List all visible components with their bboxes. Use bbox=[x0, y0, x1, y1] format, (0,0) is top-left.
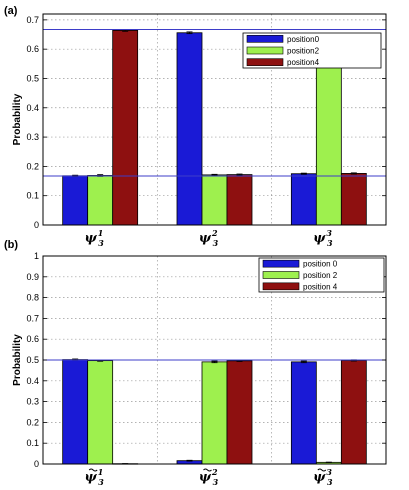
legend-entry: position4 bbox=[287, 58, 320, 67]
bar-a-position2-cat1 bbox=[87, 175, 114, 226]
y-tick-label: 0.6 bbox=[26, 334, 39, 344]
tilde-mark bbox=[203, 468, 212, 472]
legend-swatch bbox=[246, 35, 284, 43]
y-tick-label: 0 bbox=[34, 459, 39, 469]
bar-b-position4-cat2 bbox=[226, 360, 253, 465]
legend-swatch bbox=[262, 282, 300, 291]
y-axis-label: Probability bbox=[12, 334, 23, 386]
y-tick-label: 0.6 bbox=[26, 44, 39, 54]
plot-frame bbox=[42, 13, 387, 226]
bar-a-position4-cat2 bbox=[226, 174, 253, 226]
y-tick-label: 0.2 bbox=[26, 161, 39, 171]
bar-b-position0-cat1 bbox=[62, 359, 89, 465]
y-tick-label: 0.2 bbox=[26, 417, 39, 427]
y-tick-label: 0.4 bbox=[26, 103, 39, 113]
bar-a-position2-cat2 bbox=[201, 174, 228, 226]
legend-swatch bbox=[246, 46, 284, 55]
chart-panel-a: 0 0.1 0.2 0.3 0.4 0.5 0.6 0.7 Probability (a) ψ1 3 ψ… bbox=[4, 5, 387, 248]
y-tick-label: 1 bbox=[34, 251, 39, 261]
y-tick-label: 0.8 bbox=[26, 293, 39, 303]
bar-a-position0-cat2 bbox=[176, 32, 203, 226]
bar-a-position0-cat3 bbox=[290, 173, 317, 226]
legend-swatch bbox=[246, 58, 284, 66]
y-tick-label: 0.5 bbox=[26, 355, 39, 365]
legend-entry: position 0 bbox=[303, 260, 338, 269]
y-tick-label: 0.3 bbox=[26, 397, 39, 407]
y-axis-label: Probability bbox=[12, 93, 23, 145]
bar-b-position0-cat3 bbox=[290, 361, 317, 465]
x-category-label: ψ2 3 bbox=[199, 228, 219, 248]
y-tick-label: 0.7 bbox=[26, 313, 39, 323]
x-category-label: ψ1 3 bbox=[84, 467, 104, 487]
legend-swatch bbox=[262, 271, 300, 279]
bar-a-position4-cat1 bbox=[112, 30, 139, 226]
bar-b-position4-cat3 bbox=[340, 360, 367, 465]
y-tick-label: 0.4 bbox=[26, 376, 39, 386]
y-tick-label: 0 bbox=[34, 220, 39, 230]
panel-label: (b) bbox=[4, 239, 18, 251]
x-category-label: ψ3 3 bbox=[313, 467, 333, 487]
y-tick-label: 0.1 bbox=[26, 438, 39, 448]
chart-panel-b: 0 0.1 0.2 0.3 0.4 0.5 0.6 0.7 0.8 0.9 1 Probability… bbox=[4, 239, 387, 487]
y-tick-label: 0.7 bbox=[26, 15, 39, 25]
x-category-label: ψ2 3 bbox=[199, 467, 219, 487]
legend-swatch bbox=[262, 259, 300, 268]
bar-b-position2-cat1 bbox=[87, 360, 114, 465]
bar-a-position0-cat1 bbox=[62, 175, 89, 226]
legend-entry: position 4 bbox=[303, 282, 338, 291]
y-tick-label: 0.5 bbox=[26, 73, 39, 83]
x-category-label: ψ3 3 bbox=[313, 228, 333, 248]
legend-entry: position0 bbox=[287, 35, 320, 44]
bar-b-position2-cat2 bbox=[201, 361, 228, 465]
legend: position0 position2 position4 bbox=[242, 32, 382, 69]
tilde-mark bbox=[88, 468, 98, 472]
x-category-label: ψ1 3 bbox=[84, 228, 104, 248]
legend-entry: position 2 bbox=[303, 271, 338, 280]
y-tick-label: 0.9 bbox=[26, 272, 39, 282]
y-tick-label: 0.1 bbox=[26, 191, 39, 201]
tilde-mark bbox=[317, 468, 327, 472]
legend-entry: position2 bbox=[287, 47, 320, 56]
bar-a-position4-cat3 bbox=[340, 173, 367, 226]
y-tick-label: 0.3 bbox=[26, 132, 39, 142]
legend: position 0 position 2 position 4 bbox=[258, 257, 385, 293]
panel-label: (a) bbox=[4, 5, 18, 17]
